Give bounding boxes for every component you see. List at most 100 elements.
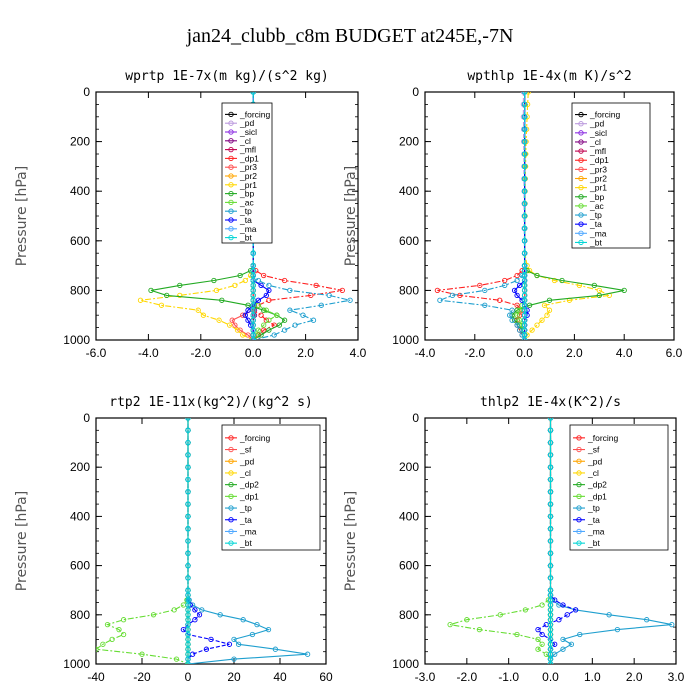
plot-area	[447, 418, 675, 664]
data-point	[287, 307, 293, 313]
legend-entry: _forcing	[587, 433, 619, 443]
legend-entry: _pr3	[589, 164, 607, 174]
y-tick-label: 400	[399, 509, 419, 523]
data-point	[509, 307, 515, 313]
data-point	[185, 602, 191, 608]
data-point	[476, 626, 483, 633]
legend-marker	[228, 129, 234, 135]
legend-entry: _pr1	[239, 180, 257, 190]
legend-marker	[228, 493, 234, 499]
data-point	[539, 602, 545, 608]
data-point	[104, 621, 111, 628]
legend: _forcing_pd_sicl_cl_mfl_dp1_pr3_pr2_pr1_…	[571, 102, 651, 249]
data-point	[250, 307, 256, 313]
data-point	[509, 317, 515, 323]
data-point	[547, 587, 554, 593]
y-tick-label: 1000	[392, 657, 419, 671]
data-point	[547, 476, 554, 483]
legend-marker	[576, 481, 582, 488]
legend-entry: _ac	[239, 197, 254, 207]
data-point	[100, 641, 106, 647]
data-point	[266, 317, 272, 323]
data-point	[347, 297, 353, 303]
data-point	[572, 607, 579, 613]
panel-title: wprtp 1E-7x(m kg)/(s^2 kg)	[125, 69, 329, 84]
data-point	[547, 631, 554, 638]
data-point	[255, 297, 262, 303]
y-tick-label: 200	[70, 460, 90, 474]
legend-marker	[228, 190, 234, 197]
legend-marker	[228, 199, 234, 206]
panels: wprtp 1E-7x(m kg)/(s^2 kg) Pressure [hPa]…	[14, 69, 685, 684]
data-point	[137, 297, 144, 303]
data-point	[185, 575, 191, 581]
x-tick-label: 4.0	[350, 346, 367, 360]
data-point	[250, 302, 256, 308]
data-point	[521, 332, 528, 338]
data-point	[250, 297, 256, 303]
data-point	[551, 277, 558, 284]
data-point	[525, 92, 531, 95]
data-point	[185, 562, 191, 569]
data-point	[158, 302, 165, 308]
data-point	[521, 272, 528, 279]
legend-marker	[576, 470, 582, 476]
data-point	[546, 297, 553, 303]
data-point	[96, 646, 99, 652]
y-tick-label: 200	[399, 135, 419, 149]
legend-entry: _dp1	[239, 491, 259, 501]
data-point	[164, 292, 170, 299]
data-point	[272, 646, 279, 652]
data-point	[521, 92, 528, 95]
data-point	[437, 297, 443, 303]
data-point	[547, 651, 554, 657]
data-point	[534, 272, 540, 279]
data-point	[261, 327, 267, 333]
x-tick-label: 2.0	[297, 346, 314, 360]
data-point	[254, 621, 260, 628]
data-point	[109, 636, 115, 643]
legend-entry: _pd	[587, 456, 602, 466]
data-point	[235, 641, 242, 647]
data-point	[185, 489, 191, 495]
legend-marker	[578, 148, 584, 154]
data-point	[514, 292, 520, 299]
legend-marker	[228, 505, 234, 511]
legend-entry: _dp1	[587, 491, 607, 501]
legend-marker	[228, 138, 234, 144]
panel-3: rtp2 1E-11x(kg^2)/(kg^2 s) Pressure [hPa]…	[14, 395, 333, 684]
legend-entry: _cl	[589, 137, 601, 147]
legend-marker	[578, 121, 584, 127]
data-point	[539, 641, 545, 647]
legend-entry: _dp1	[239, 153, 259, 163]
data-point	[521, 151, 528, 157]
legend-marker	[228, 540, 234, 546]
data-point	[326, 292, 332, 299]
data-point	[534, 322, 540, 328]
x-tick-label: -2.0	[464, 346, 485, 360]
data-point	[185, 592, 191, 598]
data-point	[541, 302, 548, 308]
x-tick-label: -1.0	[498, 670, 519, 684]
y-tick-label: 0	[412, 411, 419, 425]
legend-marker	[228, 217, 234, 223]
data-point	[173, 656, 180, 662]
legend-entry: _tp	[587, 503, 600, 513]
data-point	[255, 302, 262, 308]
y-tick-label: 0	[412, 85, 419, 99]
data-point	[521, 327, 528, 333]
data-point	[276, 322, 283, 328]
data-point	[521, 188, 528, 194]
data-point	[185, 452, 191, 458]
x-tick-label: -2.0	[456, 670, 477, 684]
x-tick-label: 3.0	[668, 670, 685, 684]
data-point	[240, 332, 246, 338]
data-point	[596, 287, 602, 294]
x-tick-label: -4.0	[415, 346, 436, 360]
data-point	[226, 322, 233, 328]
legend-marker	[228, 182, 234, 188]
legend-entry: _dp2	[239, 480, 259, 490]
data-point	[313, 282, 319, 289]
data-point	[185, 636, 191, 643]
